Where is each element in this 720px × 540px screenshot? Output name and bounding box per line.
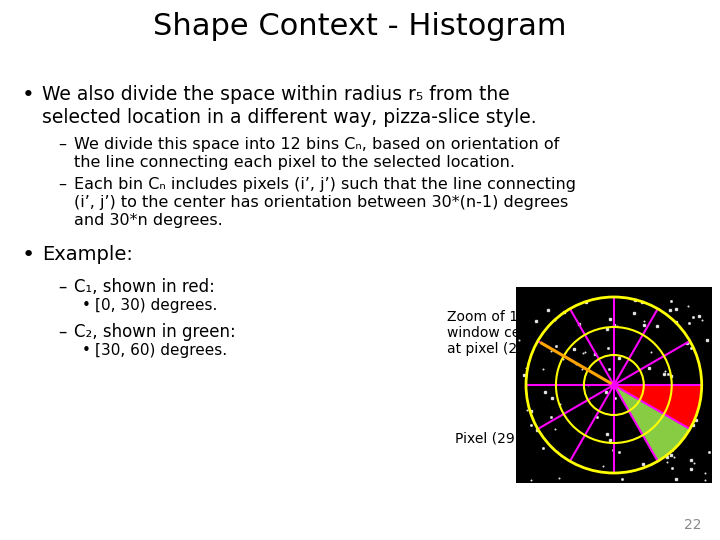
Text: C₂, shown in green:: C₂, shown in green: xyxy=(74,323,235,341)
Text: We divide this space into 12 bins Cₙ, based on orientation of: We divide this space into 12 bins Cₙ, ba… xyxy=(74,137,559,152)
Text: Pixel (291, 198): Pixel (291, 198) xyxy=(455,432,564,446)
Text: Example:: Example: xyxy=(42,245,132,264)
Text: (i’, j’) to the center has orientation between 30*(n-1) degrees: (i’, j’) to the center has orientation b… xyxy=(74,195,568,210)
Text: –: – xyxy=(58,137,66,152)
Text: 22: 22 xyxy=(684,518,702,532)
Text: –: – xyxy=(58,278,66,296)
Text: –: – xyxy=(58,177,66,192)
Text: C₁, shown in red:: C₁, shown in red: xyxy=(74,278,215,296)
Text: We also divide the space within radius r₅ from the: We also divide the space within radius r… xyxy=(42,85,510,104)
Bar xyxy=(516,287,711,483)
Text: Each bin Cₙ includes pixels (i’, j’) such that the line connecting: Each bin Cₙ includes pixels (i’, j’) suc… xyxy=(74,177,576,192)
Text: and 30*n degrees.: and 30*n degrees. xyxy=(74,213,222,228)
Text: selected location in a different way, pizza-slice style.: selected location in a different way, pi… xyxy=(42,108,536,127)
Text: Shape Context - Histogram: Shape Context - Histogram xyxy=(153,12,566,41)
Text: Zoom of 101x101
window centered
at pixel (291, 198).: Zoom of 101x101 window centered at pixel… xyxy=(447,310,580,356)
Text: [30, 60) degrees.: [30, 60) degrees. xyxy=(95,343,227,358)
Text: •: • xyxy=(22,85,35,105)
Text: •: • xyxy=(82,298,91,313)
Text: •: • xyxy=(22,245,35,265)
Text: –: – xyxy=(58,323,66,341)
Wedge shape xyxy=(614,385,690,461)
Text: •: • xyxy=(82,343,91,358)
Text: the line connecting each pixel to the selected location.: the line connecting each pixel to the se… xyxy=(74,155,515,170)
Text: [0, 30) degrees.: [0, 30) degrees. xyxy=(95,298,217,313)
Wedge shape xyxy=(614,385,702,429)
